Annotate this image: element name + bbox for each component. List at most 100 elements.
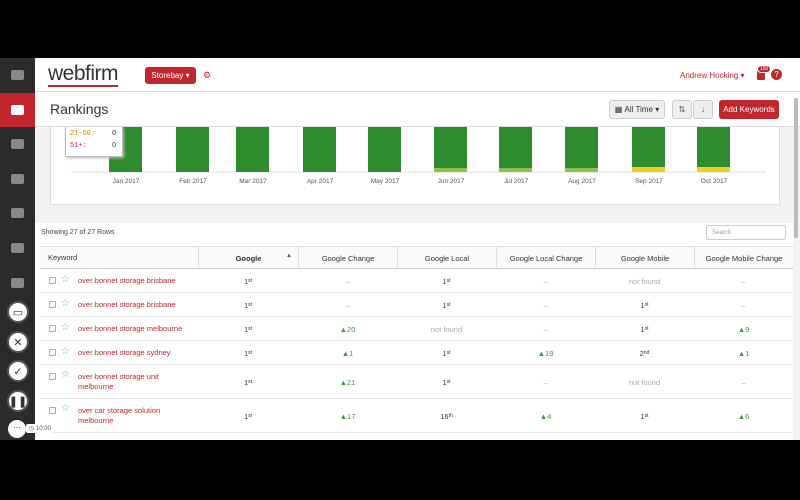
download-button[interactable]: ↓ [693, 100, 713, 119]
logo[interactable]: webfirm [48, 62, 119, 87]
legend-value: 0 [112, 130, 116, 137]
star-icon[interactable]: ☆ [61, 346, 70, 357]
table: Keyword Google Google Change Google Local Go… [40, 246, 793, 440]
bar [236, 127, 269, 172]
checkbox[interactable] [49, 349, 56, 356]
page-title: Rankings [50, 101, 109, 117]
cell-text: – [543, 300, 548, 310]
keyword-link[interactable]: over car storage solution melbourne [78, 406, 161, 425]
camera-button[interactable]: ▭ [7, 301, 29, 323]
keyword-link[interactable]: over bonnet storage unit melbourne [78, 372, 159, 391]
legend-label: 21-50: [70, 130, 96, 138]
keyword-link[interactable]: over bonnet storage sydney [78, 348, 171, 357]
rank-suffix: st [446, 302, 451, 308]
nav-icon[interactable] [11, 208, 24, 218]
keyword-link[interactable]: over bonnet storage brisbane [78, 300, 176, 309]
cell-text: – [543, 377, 548, 387]
cancel-button[interactable]: ✕ [7, 331, 29, 353]
nav-icon[interactable] [11, 139, 24, 149]
x-tick-label: Jul 2017 [504, 178, 529, 185]
cell-text: not found [628, 377, 661, 387]
cell-text: ▲20 [339, 324, 356, 334]
timer-text: 10:00 [35, 426, 51, 432]
rank-number: 1 [640, 411, 645, 421]
range-button[interactable]: ▦ All Time ▾ [609, 100, 665, 119]
more-button[interactable]: ··· [8, 420, 26, 438]
account-button[interactable]: Storebay ▾ [145, 67, 196, 84]
column-header[interactable]: Google Local Change [496, 247, 595, 269]
checkbox[interactable] [49, 407, 56, 414]
sidebar [0, 58, 35, 440]
bar [499, 127, 532, 172]
settings-icon[interactable]: ⚙ [203, 70, 212, 80]
sort-arrow[interactable]: ▲ [286, 253, 292, 259]
bar-segment [697, 167, 730, 172]
add-keywords-button[interactable]: Add Keywords [719, 100, 779, 119]
x-tick-label: Oct 2017 [701, 178, 728, 185]
rank-number: 1 [640, 324, 645, 334]
cell-text: – [345, 300, 350, 310]
bar [632, 127, 665, 172]
search-input[interactable]: Search [706, 225, 786, 240]
table-panel: Showing 27 of 27 Rows Search Keyword Goog… [35, 223, 793, 440]
row-summary: Showing 27 of 27 Rows [41, 229, 115, 236]
rank-number: 1 [243, 411, 249, 421]
keyword-link[interactable]: over bonnet storage brisbane [78, 276, 176, 285]
bar-segment [499, 168, 532, 172]
cell-text: – [741, 276, 746, 286]
x-tick-label: Jun 2017 [438, 178, 465, 185]
rank-number: 1 [442, 276, 447, 286]
column-header[interactable]: Google Mobile Change [694, 247, 793, 269]
legend-value: 0 [112, 142, 116, 149]
rank-suffix: st [446, 278, 451, 284]
checkbox[interactable] [49, 301, 56, 308]
scrollbar[interactable] [794, 98, 798, 238]
column-header[interactable]: Google Mobile [595, 247, 694, 269]
star-icon[interactable]: ☆ [61, 369, 70, 380]
nav-icon[interactable] [11, 243, 24, 253]
rank-number: 1 [442, 300, 447, 310]
column-header[interactable]: Google Change [298, 247, 397, 269]
done-button[interactable]: ✓ [7, 360, 29, 382]
star-icon[interactable]: ☆ [61, 403, 70, 414]
chart-panel: Jan 2017 Feb 2017 Mar 2017 Apr 2017 May 2017… [50, 127, 780, 205]
x-tick-label: Apr 2017 [307, 178, 334, 185]
nav-icon[interactable] [11, 174, 24, 184]
help-icon[interactable]: ? [771, 69, 782, 80]
filter-button[interactable]: ⇅ [672, 100, 692, 119]
rank-suffix: st [248, 302, 253, 308]
nav-icon[interactable] [11, 105, 24, 115]
bell-icon[interactable] [757, 69, 765, 80]
account: Storebay [151, 71, 184, 80]
nav-icon[interactable] [11, 278, 24, 288]
rank-number: 2 [639, 348, 644, 358]
star-icon[interactable]: ☆ [61, 322, 70, 333]
star-icon[interactable]: ☆ [61, 298, 70, 309]
column-header[interactable]: Google Local [397, 247, 496, 269]
checkbox[interactable] [49, 373, 56, 380]
chart-legend: 21-50: 0 51+: 0 [65, 127, 123, 157]
column-header[interactable]: Keyword [48, 253, 78, 262]
user-menu[interactable]: Andrew Hocking ▾ [680, 71, 745, 80]
checkbox[interactable] [49, 325, 56, 332]
nav-icon[interactable] [11, 70, 24, 80]
checkbox[interactable] [49, 277, 56, 284]
keyword-link[interactable]: over bonnet storage melbourne [78, 324, 183, 333]
pause-button[interactable]: ❚❚ [7, 390, 29, 412]
x-tick-label: Mar 2017 [239, 178, 267, 185]
star-icon[interactable]: ☆ [61, 274, 70, 285]
bar-segment [565, 168, 598, 172]
column-header[interactable]: Google [198, 247, 298, 269]
bar [176, 127, 209, 172]
timer: ◷ 10:00 [26, 424, 54, 433]
